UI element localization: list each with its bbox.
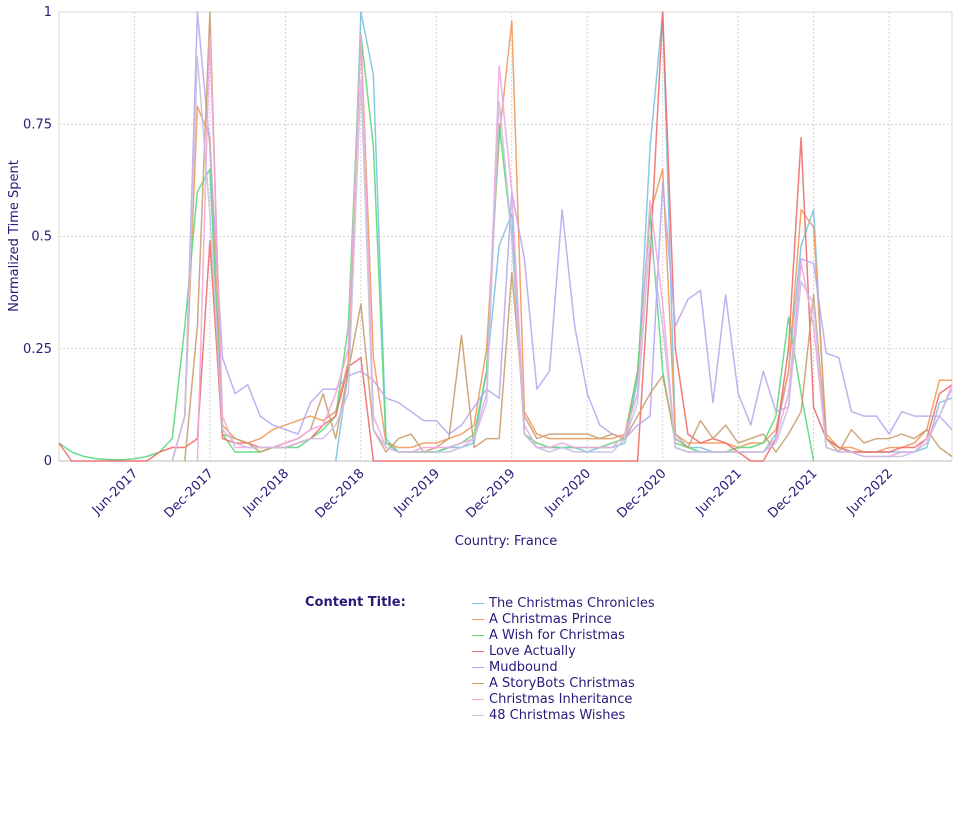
y-tick-label: 0: [44, 454, 52, 469]
series-line-mudbound: [171, 11, 953, 462]
legend-item: A StoryBots Christmas: [472, 675, 655, 691]
y-axis-label: Normalized Time Spent: [7, 160, 22, 312]
legend-label: A Wish for Christmas: [489, 627, 625, 643]
legend-swatch: [472, 618, 484, 620]
y-tick-label: 0.25: [23, 342, 52, 357]
legend: Content Title: The Christmas Chronicles A…: [305, 595, 865, 735]
x-tick-label: Jun-2022: [844, 466, 896, 518]
legend-label: A Christmas Prince: [489, 611, 612, 627]
x-tick-label: Jun-2020: [542, 466, 594, 518]
legend-label: The Christmas Chronicles: [489, 595, 655, 611]
x-tick-label: Dec-2018: [313, 466, 368, 521]
series-line-a-christmas-prince: [171, 20, 952, 462]
legend-swatch: [472, 682, 484, 684]
x-axis-label: Country: France: [455, 534, 557, 549]
legend-swatch: [472, 698, 484, 700]
series-lines: [58, 11, 953, 462]
y-tick-label: 1: [44, 5, 52, 20]
legend-items: The Christmas Chronicles A Christmas Prin…: [472, 595, 655, 723]
legend-title: Content Title:: [305, 595, 406, 610]
legend-label: 48 Christmas Wishes: [489, 707, 626, 723]
legend-swatch: [472, 602, 484, 604]
x-tick-label: Jun-2017: [89, 466, 141, 518]
legend-label: Love Actually: [489, 643, 576, 659]
legend-item: The Christmas Chronicles: [472, 595, 655, 611]
legend-item: 48 Christmas Wishes: [472, 707, 655, 723]
legend-item: Love Actually: [472, 643, 655, 659]
legend-swatch: [472, 714, 484, 716]
legend-label: Christmas Inheritance: [489, 691, 633, 707]
legend-swatch: [472, 634, 484, 636]
x-tick-label: Jun-2021: [693, 466, 745, 518]
series-line-love-actually: [58, 11, 953, 462]
x-tick-label: Dec-2019: [464, 466, 519, 521]
legend-label: A StoryBots Christmas: [489, 675, 635, 691]
legend-item: Christmas Inheritance: [472, 691, 655, 707]
x-tick-label: Jun-2018: [240, 466, 292, 518]
legend-label: Mudbound: [489, 659, 558, 675]
x-tick-label: Dec-2017: [162, 466, 217, 521]
series-line-a-storybots-christmas: [184, 11, 953, 462]
x-tick-label: Dec-2021: [765, 466, 820, 521]
legend-item: A Christmas Prince: [472, 611, 655, 627]
legend-item: Mudbound: [472, 659, 655, 675]
series-line-48-christmas-wishes: [171, 56, 953, 462]
series-line-christmas-inheritance: [196, 33, 953, 462]
x-tick-label: Dec-2020: [614, 466, 669, 521]
legend-item: A Wish for Christmas: [472, 627, 655, 643]
y-tick-label: 0.75: [23, 117, 52, 132]
legend-swatch: [472, 650, 484, 652]
x-tick-label: Jun-2019: [391, 466, 443, 518]
y-tick-label: 0.5: [31, 230, 52, 245]
legend-swatch: [472, 666, 484, 668]
